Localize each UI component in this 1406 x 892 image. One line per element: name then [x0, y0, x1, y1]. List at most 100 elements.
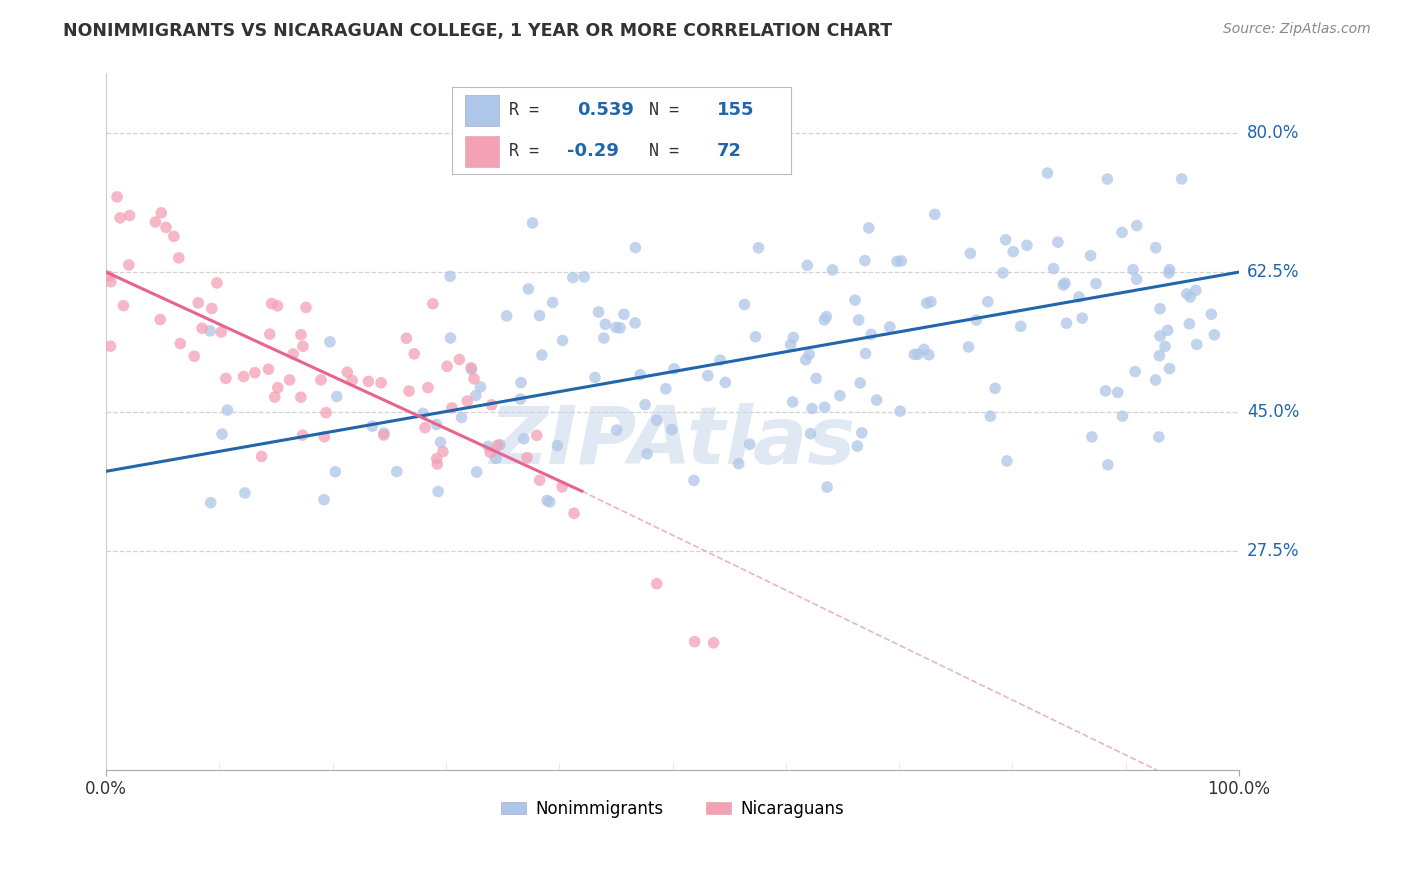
Point [233, 486, 256, 500]
Point [1085, 277, 1108, 291]
Point [1154, 339, 1177, 353]
Point [683, 474, 706, 488]
Point [319, 334, 342, 349]
Point [561, 270, 583, 285]
Point [312, 492, 335, 507]
Point [979, 409, 1001, 424]
Point [243, 366, 266, 380]
Point [588, 305, 610, 319]
Point [858, 221, 880, 235]
Point [267, 381, 290, 395]
Point [844, 293, 866, 308]
Point [815, 480, 838, 494]
Point [709, 353, 731, 368]
Point [889, 404, 911, 418]
Point [1157, 266, 1180, 280]
Point [1185, 284, 1208, 298]
Point [965, 313, 987, 327]
Point [1170, 172, 1192, 186]
Point [609, 321, 631, 335]
Point [804, 371, 827, 385]
Point [551, 480, 574, 494]
Point [907, 347, 929, 361]
Point [278, 373, 301, 387]
Point [853, 253, 876, 268]
Point [340, 373, 363, 387]
Point [456, 394, 478, 409]
Point [562, 506, 585, 520]
Point [412, 406, 434, 420]
Point [977, 294, 1000, 309]
Point [957, 340, 980, 354]
Point [295, 301, 318, 315]
Point [1067, 290, 1090, 304]
Point [912, 343, 935, 357]
Point [489, 438, 512, 452]
Point [645, 576, 668, 591]
Point [436, 359, 458, 374]
Point [512, 432, 534, 446]
Point [373, 425, 395, 440]
Point [1002, 244, 1025, 259]
Point [449, 352, 471, 367]
Point [200, 496, 222, 510]
Point [815, 310, 838, 324]
Point [846, 439, 869, 453]
Point [510, 376, 533, 390]
Text: Source: ZipAtlas.com: Source: ZipAtlas.com [1223, 22, 1371, 37]
Point [413, 420, 436, 434]
Point [439, 269, 461, 284]
Text: 27.5%: 27.5% [1247, 542, 1299, 560]
Point [645, 413, 668, 427]
Point [1180, 290, 1202, 304]
Point [97, 269, 120, 284]
Point [361, 419, 384, 434]
Point [215, 371, 238, 385]
Point [529, 309, 551, 323]
Point [1204, 327, 1226, 342]
Point [624, 316, 647, 330]
Point [522, 216, 544, 230]
Text: NONIMMIGRANTS VS NICARAGUAN COLLEGE, 1 YEAR OR MORE CORRELATION CHART: NONIMMIGRANTS VS NICARAGUAN COLLEGE, 1 Y… [63, 22, 893, 40]
Text: ZIPAtlas: ZIPAtlas [489, 403, 856, 482]
Point [661, 423, 683, 437]
Point [118, 209, 141, 223]
Point [879, 320, 901, 334]
Point [1046, 235, 1069, 249]
Point [1042, 261, 1064, 276]
Point [398, 384, 420, 398]
Point [606, 423, 628, 437]
Point [1201, 307, 1223, 321]
Point [187, 296, 209, 310]
Point [814, 401, 837, 415]
Point [849, 376, 872, 390]
Point [959, 246, 981, 260]
Point [422, 297, 444, 311]
Point [551, 334, 574, 348]
Point [1159, 361, 1181, 376]
Point [1122, 262, 1144, 277]
Point [634, 398, 657, 412]
Point [464, 388, 486, 402]
Point [477, 439, 499, 453]
Point [198, 324, 221, 338]
Point [1053, 277, 1076, 291]
Point [404, 347, 426, 361]
Point [485, 451, 508, 466]
Point [325, 465, 347, 479]
Point [465, 465, 488, 479]
Point [915, 296, 938, 310]
Point [309, 373, 332, 387]
Point [1081, 430, 1104, 444]
Point [865, 392, 887, 407]
Point [733, 297, 755, 311]
Point [1144, 373, 1167, 387]
Point [315, 406, 337, 420]
Point [1010, 319, 1032, 334]
Point [851, 425, 873, 440]
Point [481, 398, 503, 412]
Point [1149, 301, 1171, 316]
Point [1144, 241, 1167, 255]
Point [118, 258, 141, 272]
Text: 45.0%: 45.0% [1247, 402, 1299, 420]
